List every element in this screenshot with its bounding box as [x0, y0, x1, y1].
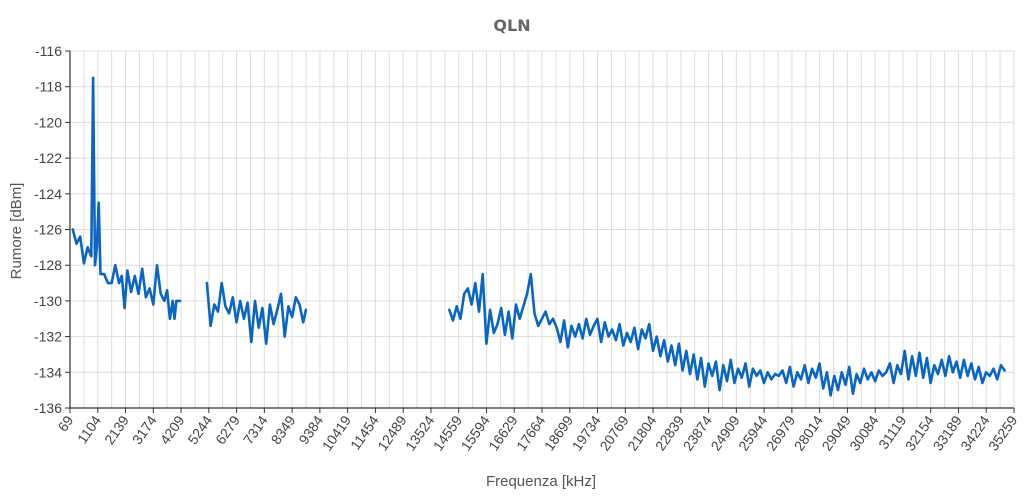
x-tick-label: 20769 — [596, 412, 632, 453]
x-tick-label: 30084 — [846, 412, 882, 453]
x-tick-label: 15594 — [457, 412, 493, 453]
x-tick-label: 14559 — [430, 412, 466, 453]
grid — [69, 50, 1015, 409]
axes — [65, 50, 1015, 413]
x-tick-label: 21804 — [624, 412, 660, 453]
tick-labels: 6911042139317442095244627973148349938410… — [34, 43, 1021, 454]
x-tick-label: 34224 — [957, 412, 993, 453]
x-tick-label: 12489 — [374, 412, 410, 453]
x-tick-label: 35259 — [985, 412, 1021, 453]
x-tick-label: 7314 — [240, 412, 271, 447]
x-tick-label: 16629 — [485, 412, 521, 453]
x-tick-label: 33189 — [929, 412, 965, 453]
x-tick-label: 23874 — [680, 412, 716, 453]
x-tick-label: 2139 — [101, 412, 132, 447]
y-tick-label: -122 — [34, 150, 62, 166]
y-tick-label: -130 — [34, 293, 62, 309]
x-axis-label: Frequenza [kHz] — [486, 473, 596, 490]
x-tick-label: 10419 — [319, 412, 355, 453]
x-tick-label: 4209 — [157, 412, 188, 447]
y-axis-label: Rumore [dBm] — [8, 183, 25, 280]
qln-series-line — [205, 281, 308, 346]
y-tick-label: -134 — [34, 364, 62, 380]
x-tick-label: 8349 — [268, 412, 299, 447]
x-tick-label: 5244 — [184, 412, 215, 447]
x-tick-label: 6279 — [212, 412, 243, 447]
x-tick-label: 32154 — [902, 412, 938, 453]
y-tick-label: -128 — [34, 257, 62, 273]
x-tick-label: 19734 — [569, 412, 605, 453]
x-tick-label: 22839 — [652, 412, 688, 453]
x-tick-label: 1104 — [74, 412, 104, 446]
y-tick-label: -118 — [35, 79, 62, 95]
x-tick-label: 28014 — [791, 412, 827, 453]
x-tick-label: 25944 — [735, 412, 771, 453]
series — [71, 76, 1006, 397]
x-tick-label: 3174 — [129, 412, 160, 447]
y-tick-label: -116 — [35, 43, 62, 59]
x-tick-label: 18699 — [541, 412, 577, 453]
qln-series-line — [447, 272, 1006, 397]
chart-title: QLN — [493, 16, 530, 35]
y-tick-label: -136 — [34, 400, 62, 416]
qln-series-line — [71, 76, 182, 321]
x-tick-label: 29049 — [818, 412, 854, 453]
y-tick-label: -120 — [34, 114, 62, 130]
x-tick-label: 26979 — [763, 412, 799, 453]
x-tick-label: 13524 — [402, 412, 438, 453]
x-tick-label: 17664 — [513, 412, 549, 453]
y-tick-label: -132 — [34, 329, 62, 345]
x-tick-label: 24909 — [707, 412, 743, 453]
y-tick-label: -126 — [34, 222, 62, 238]
y-tick-label: -124 — [34, 186, 62, 202]
